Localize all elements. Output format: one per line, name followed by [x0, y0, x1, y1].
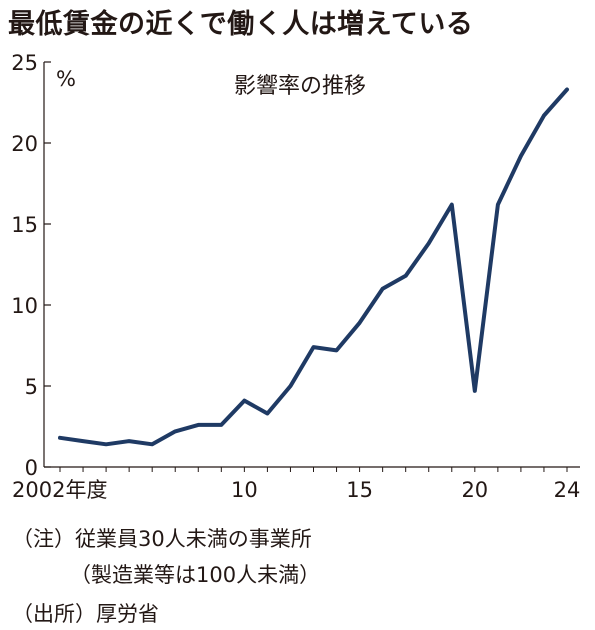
- source-note: （出所）厚労省: [12, 602, 159, 626]
- y-tick-label: 20: [11, 132, 38, 156]
- y-tick-label: 0: [25, 456, 38, 480]
- data-point: [127, 439, 131, 443]
- data-point: [173, 429, 177, 433]
- data-points: [58, 87, 569, 446]
- y-tick-label: 5: [25, 375, 38, 399]
- data-point: [450, 202, 454, 207]
- x-tick-label: 2002年度: [12, 478, 107, 502]
- unit-label: %: [56, 67, 76, 91]
- data-point: [381, 287, 385, 291]
- data-point: [519, 154, 523, 158]
- headline: 最低賃金の近くで働く人は増えている: [8, 9, 474, 40]
- data-point: [496, 202, 500, 207]
- y-axis: 0 5 10 15 20 25: [11, 51, 51, 480]
- data-point: [473, 389, 477, 393]
- data-point: [288, 384, 293, 388]
- x-tick-label: 10: [231, 478, 258, 502]
- data-point: [242, 398, 246, 403]
- y-tick-label: 25: [11, 51, 38, 75]
- y-tick-label: 15: [11, 213, 38, 237]
- data-point: [104, 442, 108, 446]
- data-point: [81, 439, 85, 443]
- x-axis: 2002年度 10 15 20 24: [12, 466, 581, 502]
- y-tick-label: 10: [11, 294, 38, 318]
- data-point: [427, 241, 431, 246]
- x-tick-label: 20: [461, 478, 488, 502]
- data-point: [404, 274, 408, 278]
- data-point: [265, 411, 270, 416]
- data-point: [542, 113, 546, 118]
- data-point: [196, 423, 200, 427]
- series-line: [58, 87, 569, 447]
- data-point: [357, 321, 362, 325]
- data-point: [219, 423, 223, 427]
- x-tick-label: 24: [554, 478, 581, 502]
- footnote-scope: （注）従業員30人未満の事業所: [12, 527, 312, 551]
- footnote-scope-detail: （製造業等は100人未満）: [70, 563, 321, 587]
- data-point: [150, 442, 154, 446]
- line-chart: 影響率の推移 % 0 5 10 15 20 25 2002年度 10 15 20 24: [11, 51, 581, 502]
- data-point: [565, 87, 569, 92]
- chart-title: 影響率の推移: [234, 74, 366, 99]
- data-point: [58, 436, 62, 440]
- data-point: [334, 348, 339, 352]
- x-tick-label: 15: [346, 478, 373, 502]
- data-point: [311, 345, 316, 349]
